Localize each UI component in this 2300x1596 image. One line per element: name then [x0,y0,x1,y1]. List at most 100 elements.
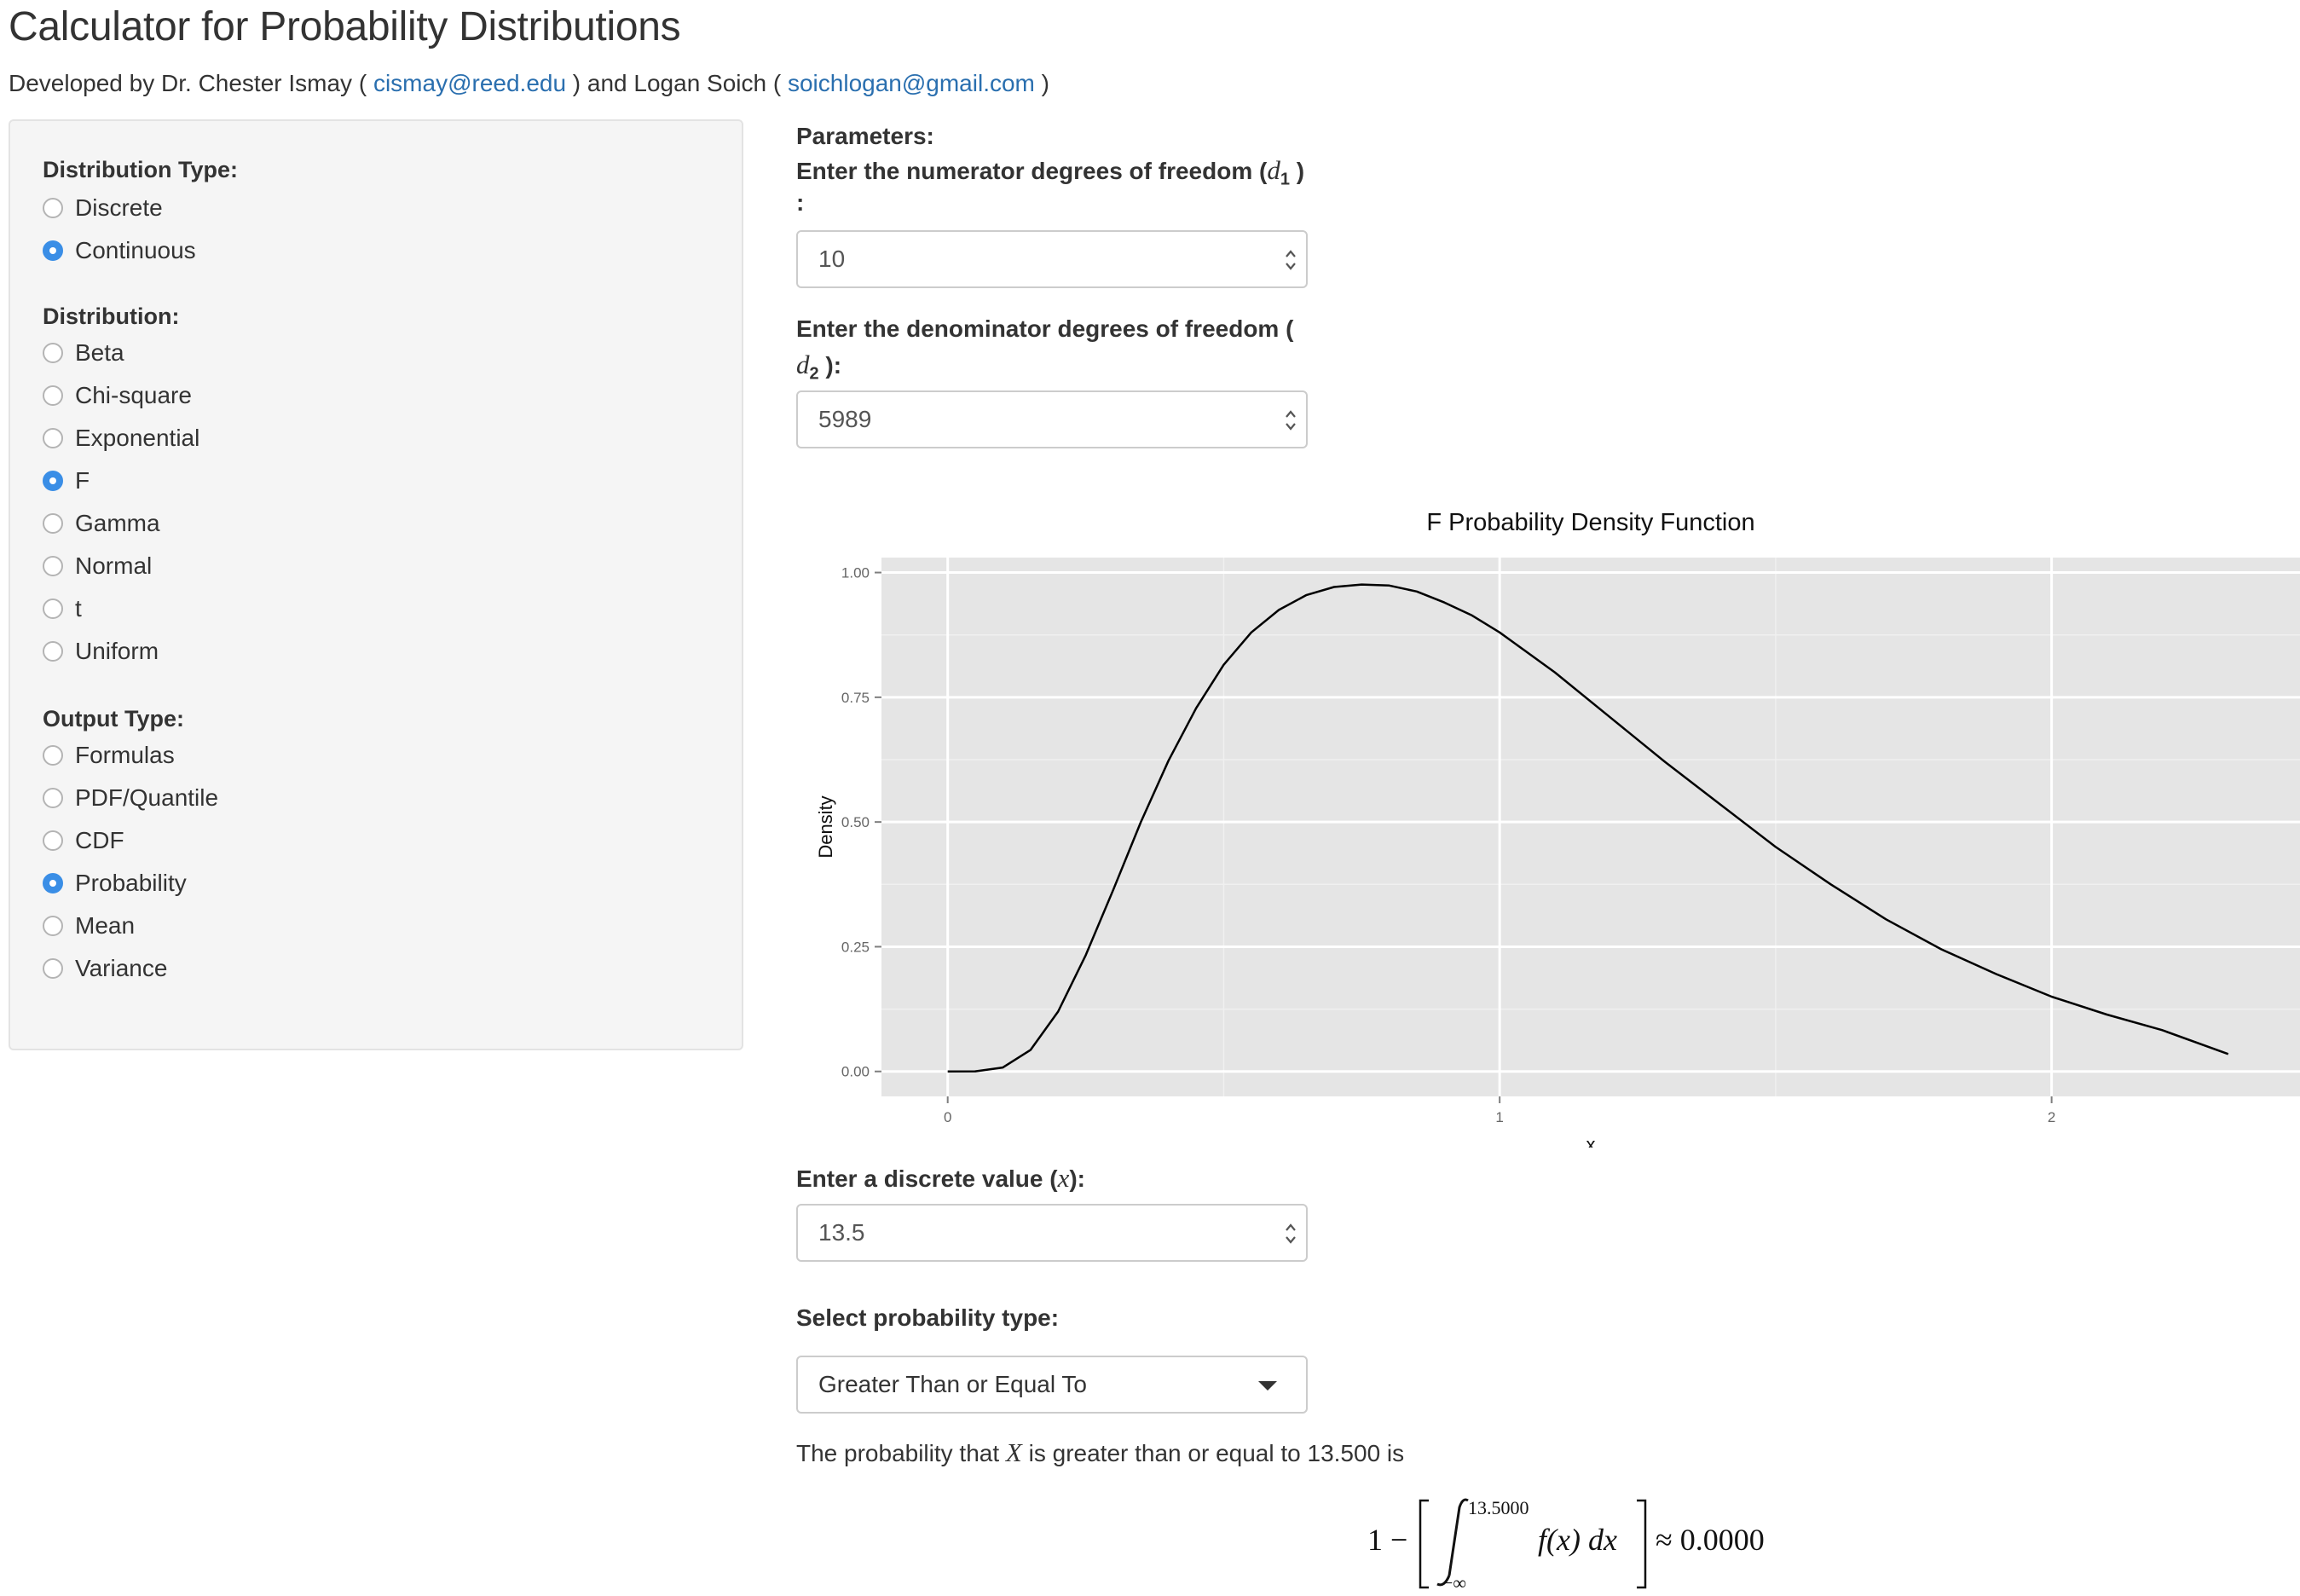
distribution-type-radio-discrete[interactable]: Discrete [43,191,163,225]
radio-label: Probability [75,870,187,896]
y-tick-label: 0.75 [841,690,870,706]
radio-label: Exponential [75,425,200,451]
distribution-radio-normal[interactable]: Normal [43,549,152,583]
probability-formula: 1 − 13.5000 −∞ f(x) dx ≈ 0.0000 [1367,1497,1765,1593]
output-type-radio-probability[interactable]: Probability [43,866,187,900]
data-point [2161,1029,2163,1031]
radio-label: CDF [75,827,124,853]
distribution-radio-exponential[interactable]: Exponential [43,421,199,455]
y-tick-label: 1.00 [841,565,870,581]
radio-circle-icon[interactable] [43,428,63,448]
data-point [1389,585,1390,587]
x-axis-label: x [1586,1134,1596,1148]
formula-upper-limit: 13.5000 [1468,1497,1529,1518]
radio-circle-icon[interactable] [43,745,63,766]
y-tick-label: 0.50 [841,814,870,830]
radio-circle-icon[interactable] [43,343,63,363]
data-point [1002,1067,1003,1068]
data-point [947,1071,949,1073]
radio-circle-icon[interactable] [43,873,63,893]
sidebar-panel: Distribution Type: Discrete Continuous Di… [9,119,743,1050]
output-type-label: Output Type: [43,706,184,732]
chart-title: F Probability Density Function [1426,509,1754,536]
data-point [1609,716,1611,718]
radio-circle-icon[interactable] [43,598,63,619]
data-point [1168,760,1170,761]
x-tick-label: 2 [2048,1109,2055,1125]
email-link-soich[interactable]: soichlogan@gmail.com [787,70,1035,96]
distribution-radio-t[interactable]: t [43,592,82,626]
radio-label: Beta [75,339,124,366]
distribution-type-label: Distribution Type: [43,157,238,182]
d2-label-line1: Enter the denominator degrees of freedom… [796,315,1294,342]
radio-circle-icon[interactable] [43,830,63,851]
data-point [1996,974,1997,975]
f-density-chart: 0.00 0.25 0.50 0.75 1.00 0 1 2 F Probability Den… [815,509,2300,1148]
data-point [2228,1053,2229,1055]
data-point [1057,1011,1059,1013]
probability-type-label: Select probability type: [796,1304,1060,1331]
radio-label: F [75,467,90,494]
radio-label: Continuous [75,237,196,263]
radio-circle-icon[interactable] [43,471,63,491]
chevron-down-icon [1258,1381,1277,1391]
radio-circle-icon[interactable] [43,385,63,406]
output-type-radio-cdf[interactable]: CDF [43,824,124,858]
d1-input[interactable]: 10 [796,230,1308,288]
distribution-type-radio-continuous[interactable]: Continuous [43,234,196,268]
radio-label: Normal [75,552,153,579]
output-type-radio-pdf-quantile[interactable]: PDF/Quantile [43,781,218,815]
data-point [1222,664,1224,666]
formula-integrand: f(x) dx [1538,1523,1617,1557]
x-tick-label: 0 [944,1109,951,1125]
email-link-cismay[interactable]: cismay@reed.edu [373,70,567,96]
data-point [1499,632,1500,633]
data-point [1333,587,1335,588]
radio-circle-icon[interactable] [43,556,63,576]
distribution-radio-f[interactable]: F [43,464,90,498]
radio-circle-icon[interactable] [43,513,63,534]
distribution-radio-uniform[interactable]: Uniform [43,634,159,668]
distribution-label: Distribution: [43,304,180,329]
formula-approx: ≈ 0.0000 [1656,1523,1765,1557]
density-curve [947,583,2229,1073]
data-point [2106,1014,2107,1015]
output-type-radio-mean[interactable]: Mean [43,909,135,943]
radio-circle-icon[interactable] [43,240,63,261]
data-point [1416,591,1418,593]
data-point [1830,883,1832,885]
credits-suffix: ) [1034,70,1049,96]
data-point [1195,708,1197,709]
output-type-radio-variance[interactable]: Variance [43,951,167,986]
spinner-icon[interactable] [1282,1219,1299,1248]
distribution-radio-gamma[interactable]: Gamma [43,506,160,541]
radio-label: Formulas [75,742,175,768]
x-value-label: Enter a discrete value (x): [796,1163,1085,1193]
radio-circle-icon[interactable] [43,641,63,662]
radio-circle-icon[interactable] [43,916,63,936]
data-point [1664,761,1666,763]
y-tick-label: 0.25 [841,939,870,955]
distribution-radio-chi-square[interactable]: Chi-square [43,379,192,413]
x-value-input[interactable]: 13.5 [796,1204,1308,1262]
output-type-radio-formulas[interactable]: Formulas [43,738,175,772]
data-point [1940,948,1942,950]
data-point [1278,609,1280,610]
radio-circle-icon[interactable] [43,788,63,808]
radio-label: Uniform [75,638,159,664]
formula-lower-limit: −∞ [1442,1572,1466,1593]
d2-input[interactable]: 5989 [796,390,1308,448]
data-point [1251,632,1252,633]
radio-circle-icon[interactable] [43,958,63,979]
data-point [1112,889,1114,891]
spinner-icon[interactable] [1282,406,1299,435]
radio-circle-icon[interactable] [43,198,63,218]
d1-label: Enter the numerator degrees of freedom (… [796,155,1305,189]
probability-type-select[interactable]: Greater Than or Equal To [796,1356,1308,1414]
data-point [1361,584,1362,586]
spinner-icon[interactable] [1282,246,1299,275]
data-point [1885,918,1887,920]
parameters-heading: Parameters: [796,123,934,149]
data-point [1306,594,1308,596]
distribution-radio-beta[interactable]: Beta [43,336,124,370]
